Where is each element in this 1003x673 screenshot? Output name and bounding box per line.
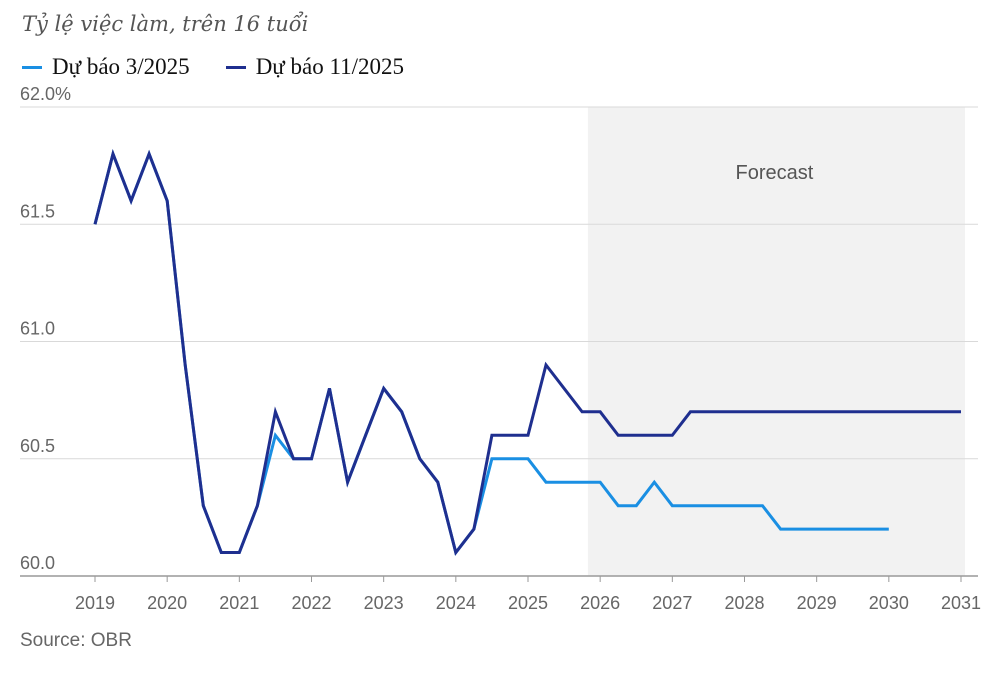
y-tick-label: 61.5 [20, 201, 55, 221]
x-tick-label: 2021 [219, 593, 259, 613]
y-tick-label: 60.0 [20, 553, 55, 573]
x-tick-label: 2020 [147, 593, 187, 613]
y-tick-label: 60.5 [20, 436, 55, 456]
x-tick-label: 2023 [364, 593, 404, 613]
x-tick-label: 2029 [797, 593, 837, 613]
series-lines [93, 148, 961, 556]
legend: Dự báo 3/2025 Dự báo 11/2025 [22, 54, 440, 80]
legend-swatch-mar2025 [22, 65, 42, 69]
legend-item-mar2025: Dự báo 3/2025 [22, 54, 190, 80]
x-tick-label: 2028 [724, 593, 764, 613]
x-tick-label: 2026 [580, 593, 620, 613]
legend-item-nov2025: Dự báo 11/2025 [225, 54, 405, 80]
x-tick-label: 2027 [652, 593, 692, 613]
x-tick-label: 2025 [508, 593, 548, 613]
y-tick-label: 62.0% [20, 84, 71, 104]
y-axis-ticks: 60.0 60.5 61.0 61.5 62.0% [20, 84, 71, 573]
chart-subtitle: Tỷ lệ việc làm, trên 16 tuổi [22, 12, 309, 36]
x-tick-label: 2024 [436, 593, 476, 613]
y-tick-label: 61.0 [20, 319, 55, 339]
x-tick-label: 2030 [869, 593, 909, 613]
gridlines [20, 106, 978, 577]
x-tick-label: 2019 [75, 593, 115, 613]
legend-swatch-nov2025 [225, 65, 246, 69]
x-tick-label: 2031 [941, 593, 981, 613]
series-line-1 [93, 148, 961, 556]
x-axis-ticks: 2019 2020 2021 2022 2023 2024 2025 2026 2027 2028… [75, 576, 981, 613]
legend-label-mar2025: Dự báo 3/2025 [52, 54, 190, 79]
source-note: Source: OBR [20, 630, 132, 651]
legend-label-nov2025: Dự báo 11/2025 [255, 54, 405, 79]
x-tick-label: 2022 [291, 593, 331, 613]
forecast-label: Forecast [736, 162, 814, 184]
